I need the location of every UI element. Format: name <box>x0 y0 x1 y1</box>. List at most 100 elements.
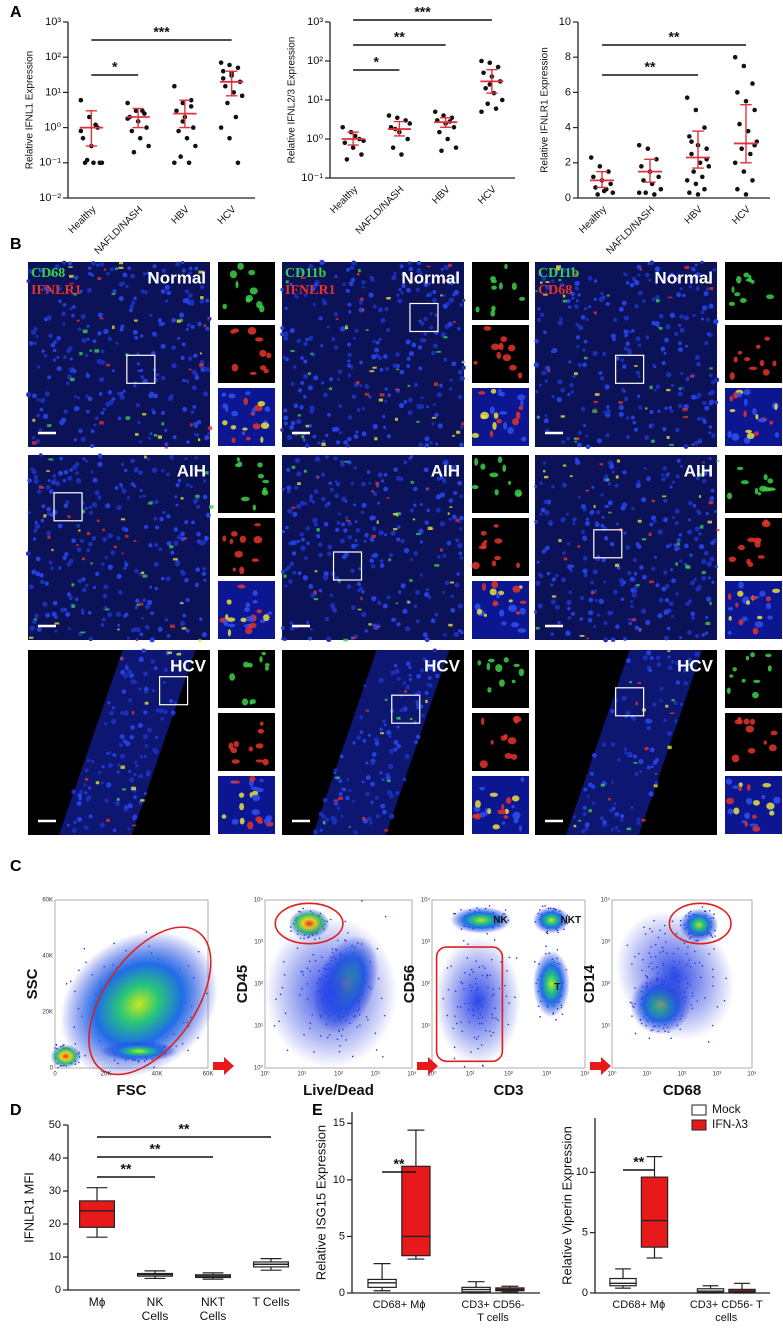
x-tick-label: 10² <box>504 1072 513 1078</box>
nucleus <box>609 541 615 547</box>
nucleus <box>78 428 83 434</box>
nucleus <box>623 315 630 321</box>
inset-cell <box>245 391 251 396</box>
nucleus <box>621 695 627 701</box>
nucleus <box>413 382 418 387</box>
nucleus <box>635 370 641 375</box>
inset-cell <box>480 463 486 470</box>
nucleus <box>671 480 675 484</box>
nucleus <box>536 560 540 564</box>
inset-cell <box>492 421 497 430</box>
nucleus <box>322 300 328 306</box>
stain <box>361 308 365 312</box>
arrow <box>417 1057 438 1075</box>
data-point <box>656 174 661 180</box>
y-tick-label: 10⁴ <box>421 897 431 904</box>
nucleus <box>632 420 637 425</box>
nucleus <box>543 499 549 505</box>
event <box>515 957 518 959</box>
nucleus <box>118 281 124 287</box>
panel-label: B <box>10 236 22 253</box>
inset-cell <box>519 296 526 301</box>
nucleus <box>137 369 141 373</box>
inset-cell <box>768 744 777 752</box>
stain <box>285 280 289 284</box>
nucleus <box>203 578 207 582</box>
stain <box>356 273 360 276</box>
stain <box>79 351 83 356</box>
nucleus <box>663 351 667 355</box>
nucleus <box>331 816 337 822</box>
nucleus <box>457 327 461 331</box>
nucleus <box>411 342 417 348</box>
nucleus <box>679 636 683 640</box>
nucleus <box>196 531 201 537</box>
inset-cell <box>492 600 498 607</box>
inset-cell <box>255 337 264 342</box>
nucleus <box>318 811 324 817</box>
box <box>401 1165 431 1257</box>
inset-cell <box>772 360 777 367</box>
y-tick-label: 0 <box>55 1284 61 1296</box>
nucleus <box>181 342 186 347</box>
nucleus <box>185 483 190 487</box>
inset-cell <box>230 531 238 537</box>
stain <box>606 294 610 297</box>
nucleus <box>95 571 100 577</box>
nucleus <box>335 482 341 487</box>
inset-cell <box>264 665 269 671</box>
stain <box>118 266 124 270</box>
nucleus <box>371 526 377 531</box>
inset-cell <box>491 580 499 589</box>
data-point <box>188 104 194 109</box>
nucleus <box>416 268 422 274</box>
inset-cell <box>733 392 738 399</box>
nucleus <box>124 560 127 564</box>
nucleus <box>148 392 154 398</box>
nucleus <box>625 341 630 347</box>
nucleus <box>77 579 82 584</box>
nucleus <box>674 521 679 526</box>
stain <box>562 464 567 467</box>
nucleus <box>194 456 198 460</box>
stain <box>689 375 694 378</box>
nucleus <box>680 372 684 376</box>
inset-cell <box>259 349 267 357</box>
nucleus <box>435 673 440 679</box>
nucleus <box>694 526 700 532</box>
x-axis-label: FSC <box>117 1082 147 1099</box>
y-tick-label: 40K <box>42 954 53 960</box>
nucleus <box>457 542 463 549</box>
nucleus <box>75 597 79 602</box>
data-point <box>487 82 493 87</box>
nucleus <box>633 427 639 432</box>
data-point <box>441 113 446 118</box>
data-point <box>78 97 84 103</box>
nucleus <box>144 290 148 295</box>
data-point <box>643 190 648 196</box>
nucleus <box>111 718 117 724</box>
y-tick-label: 0 <box>339 1287 345 1299</box>
nucleus <box>693 536 699 542</box>
nucleus <box>59 456 63 461</box>
inset-cell <box>765 602 772 610</box>
stain <box>82 329 88 334</box>
stain <box>70 377 75 382</box>
stain <box>548 369 551 373</box>
stain <box>395 388 400 391</box>
stain <box>409 579 413 582</box>
nucleus <box>154 499 159 505</box>
inset-cell <box>493 555 502 561</box>
nucleus <box>566 436 571 441</box>
nucleus <box>347 520 353 526</box>
nucleus <box>204 435 210 441</box>
nucleus <box>458 515 464 521</box>
inset <box>472 776 529 834</box>
nucleus <box>125 284 129 289</box>
inset-cell <box>767 615 773 620</box>
inset-cell <box>731 286 735 294</box>
nucleus <box>569 382 574 388</box>
nucleus <box>63 469 69 475</box>
nucleus <box>605 301 610 306</box>
nucleus <box>460 425 464 429</box>
